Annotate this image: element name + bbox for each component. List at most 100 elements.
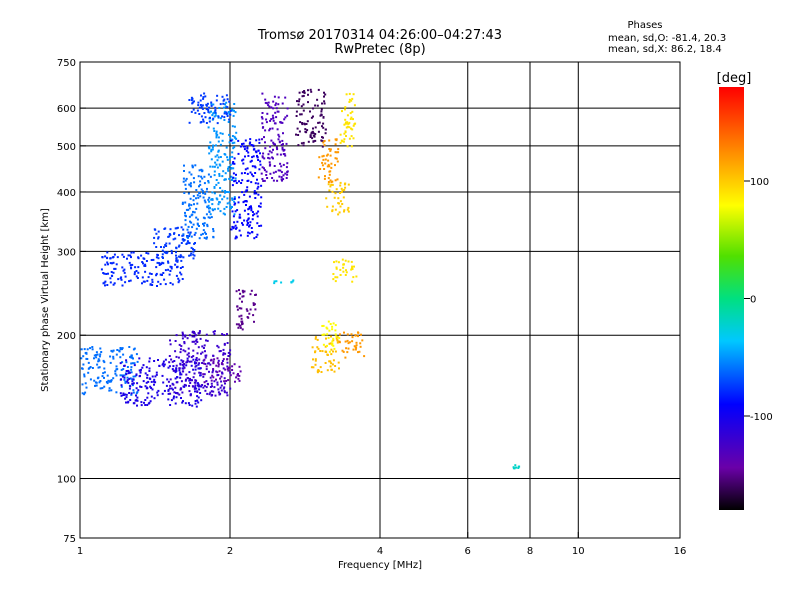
data-point bbox=[203, 381, 206, 384]
data-point bbox=[250, 159, 253, 162]
data-point bbox=[196, 395, 199, 398]
data-point bbox=[188, 360, 191, 363]
data-point bbox=[168, 242, 171, 245]
data-point bbox=[170, 266, 173, 268]
data-point bbox=[147, 276, 150, 279]
data-point bbox=[286, 107, 289, 110]
data-point bbox=[282, 143, 284, 146]
data-point bbox=[164, 358, 167, 361]
data-point bbox=[129, 254, 132, 257]
y-tick-label: 750 bbox=[57, 58, 76, 69]
data-point bbox=[185, 208, 188, 211]
data-point bbox=[241, 320, 244, 323]
data-point bbox=[233, 197, 236, 200]
data-point bbox=[277, 96, 280, 99]
data-point bbox=[282, 153, 285, 156]
data-point bbox=[114, 267, 117, 270]
data-point bbox=[179, 388, 182, 391]
data-point bbox=[229, 113, 232, 116]
data-point bbox=[189, 394, 192, 397]
data-point bbox=[271, 127, 274, 130]
data-point bbox=[347, 183, 350, 186]
data-point bbox=[189, 382, 192, 384]
data-point bbox=[321, 125, 323, 128]
data-point bbox=[152, 258, 155, 261]
data-point bbox=[303, 122, 306, 125]
data-point bbox=[199, 104, 202, 106]
data-point bbox=[331, 342, 334, 345]
data-point bbox=[316, 338, 319, 341]
data-point bbox=[279, 169, 282, 172]
data-point bbox=[263, 157, 266, 160]
data-point bbox=[208, 370, 210, 373]
data-point bbox=[215, 370, 218, 373]
data-point bbox=[226, 202, 229, 205]
data-point bbox=[188, 183, 191, 186]
data-point bbox=[204, 231, 206, 234]
data-point bbox=[197, 396, 200, 399]
data-point bbox=[292, 279, 295, 282]
data-point bbox=[161, 253, 164, 256]
data-point bbox=[249, 293, 252, 296]
data-point bbox=[135, 275, 138, 278]
data-point bbox=[341, 203, 344, 205]
data-point bbox=[202, 196, 205, 199]
data-point bbox=[273, 122, 276, 125]
data-point bbox=[329, 154, 332, 157]
data-point bbox=[200, 233, 203, 236]
data-point bbox=[248, 206, 251, 208]
data-point bbox=[179, 376, 182, 379]
data-point bbox=[261, 166, 264, 169]
data-point bbox=[103, 361, 106, 364]
data-point bbox=[337, 213, 340, 216]
data-point bbox=[262, 126, 265, 129]
data-point bbox=[247, 179, 250, 182]
data-point bbox=[120, 385, 123, 388]
phases-legend-title: Phases bbox=[627, 20, 663, 31]
data-point bbox=[249, 141, 252, 144]
data-point bbox=[261, 156, 264, 159]
data-point bbox=[329, 185, 332, 188]
data-point bbox=[200, 188, 203, 191]
data-point bbox=[125, 359, 128, 362]
data-point bbox=[241, 328, 244, 331]
data-point bbox=[185, 373, 188, 376]
data-point bbox=[143, 257, 146, 260]
data-point bbox=[114, 370, 117, 373]
data-point bbox=[276, 153, 279, 156]
data-point bbox=[323, 168, 326, 170]
data-point bbox=[109, 361, 112, 364]
data-point bbox=[249, 160, 252, 163]
data-point bbox=[233, 103, 236, 105]
data-point bbox=[234, 136, 237, 139]
data-point bbox=[158, 264, 161, 266]
data-point bbox=[170, 387, 173, 390]
data-point bbox=[132, 378, 135, 381]
data-point bbox=[168, 273, 171, 276]
data-point bbox=[196, 382, 199, 385]
data-point bbox=[305, 123, 308, 125]
data-point bbox=[213, 115, 216, 118]
data-point bbox=[99, 347, 102, 350]
data-point bbox=[263, 169, 266, 172]
data-point bbox=[168, 361, 171, 364]
data-point bbox=[124, 380, 127, 383]
data-point bbox=[202, 347, 205, 349]
data-point bbox=[97, 366, 100, 369]
data-point bbox=[218, 107, 221, 109]
data-point bbox=[324, 175, 326, 178]
data-point bbox=[85, 357, 88, 360]
data-point bbox=[95, 356, 98, 359]
data-point bbox=[182, 349, 185, 352]
data-point bbox=[180, 242, 183, 244]
data-point bbox=[224, 103, 226, 106]
data-point bbox=[164, 269, 167, 272]
data-point bbox=[207, 109, 210, 111]
data-point bbox=[173, 232, 175, 235]
data-point bbox=[330, 353, 333, 356]
data-point bbox=[87, 371, 90, 374]
data-point bbox=[124, 275, 127, 278]
data-point bbox=[253, 192, 256, 195]
data-point bbox=[198, 237, 201, 240]
data-point bbox=[145, 381, 148, 384]
